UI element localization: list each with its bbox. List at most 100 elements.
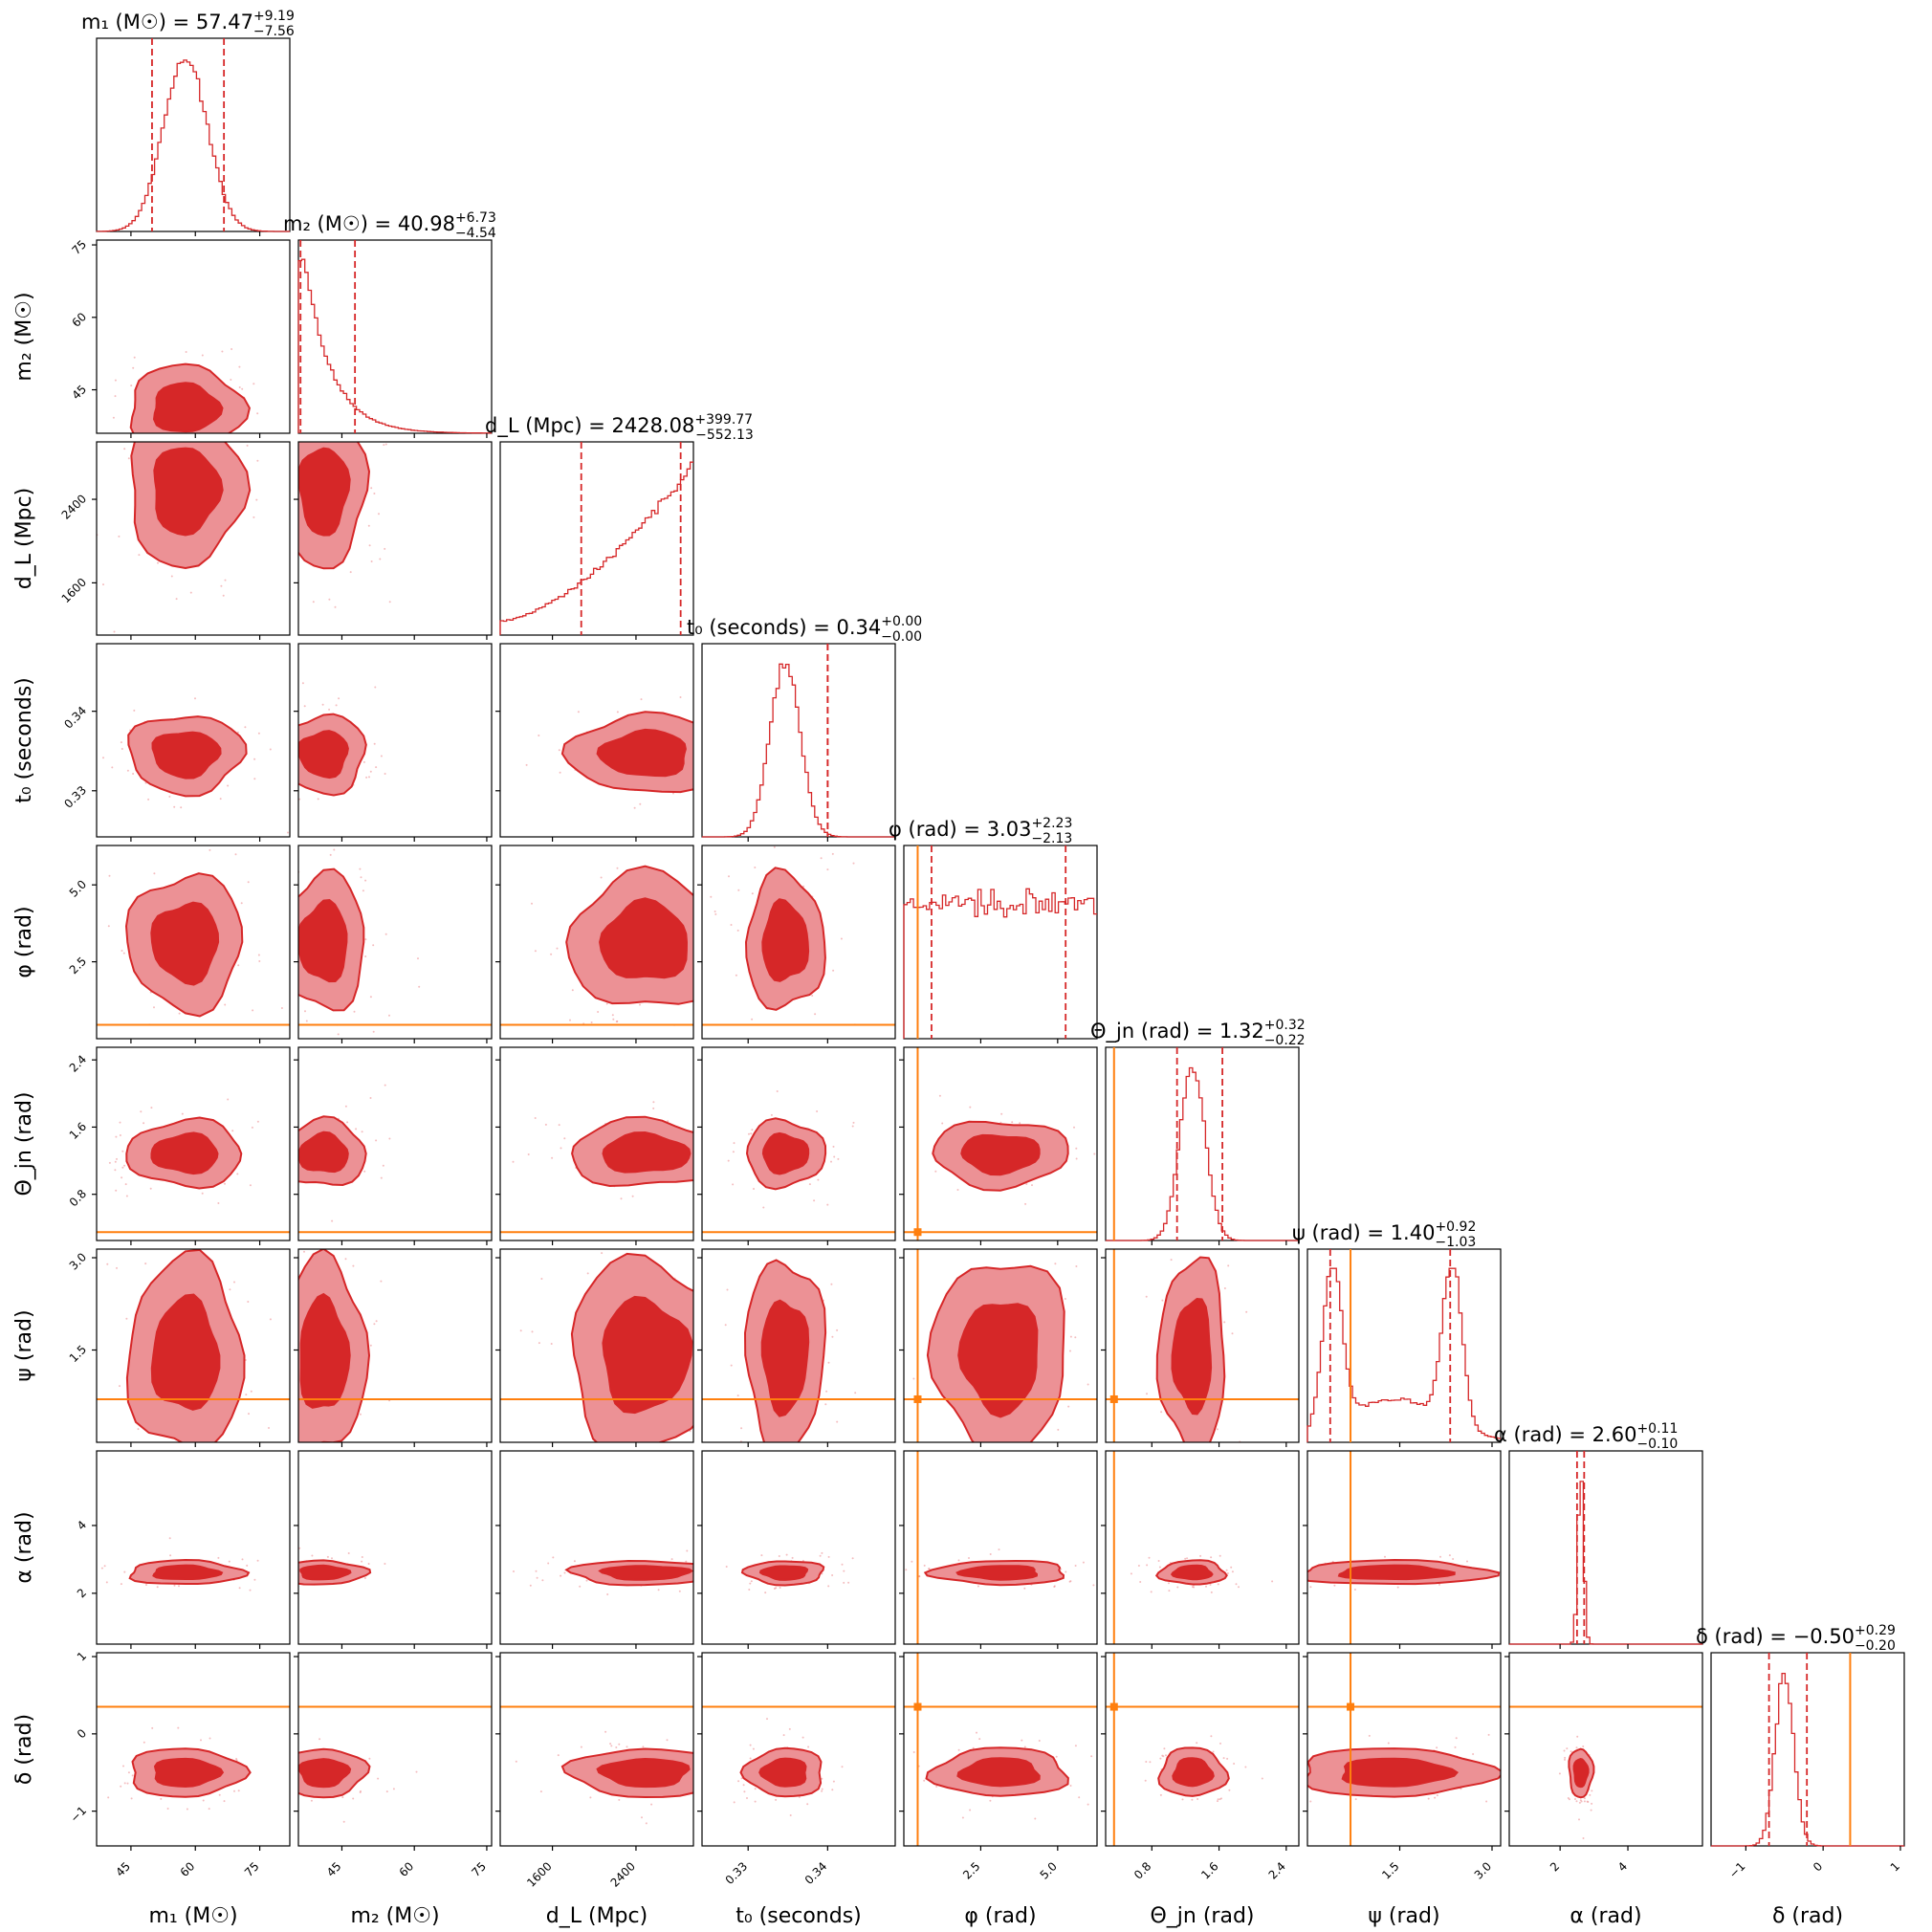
density-panel-alpha-vs-theta — [1105, 1450, 1300, 1645]
sample-point — [775, 1798, 778, 1801]
contour — [596, 1757, 691, 1789]
sample-point — [1145, 1761, 1148, 1763]
sample-point — [95, 767, 97, 769]
sample-point — [317, 832, 318, 834]
sample-point — [266, 1567, 268, 1569]
contour — [598, 1565, 693, 1581]
density-panel-psi-vs-t0 — [701, 1248, 896, 1443]
sample-point — [979, 1453, 981, 1455]
x-tick-label: 3.0 — [1472, 1859, 1494, 1881]
sample-point — [126, 455, 128, 457]
sample-point — [337, 1033, 340, 1036]
sample-point — [1209, 1443, 1211, 1445]
sample-point — [227, 1098, 230, 1101]
sample-point — [247, 881, 250, 884]
sample-point — [384, 1084, 386, 1087]
sample-point — [821, 1551, 823, 1554]
sample-point — [711, 1221, 713, 1223]
sample-point — [298, 1547, 301, 1549]
histogram — [1306, 1267, 1501, 1442]
sample-point — [1225, 1569, 1228, 1571]
contour — [298, 1131, 349, 1174]
sample-point — [124, 1183, 127, 1186]
sample-point — [316, 1052, 318, 1054]
y-tick-label: 2400 — [59, 492, 89, 521]
sample-point — [611, 1014, 614, 1017]
sample-point — [719, 839, 721, 841]
sample-point — [1466, 1560, 1468, 1563]
sample-point — [1216, 1428, 1218, 1431]
sample-point — [1069, 1335, 1072, 1338]
sample-point — [1436, 1746, 1438, 1749]
x-tick-label: −1 — [1726, 1859, 1747, 1880]
sample-point — [1161, 1299, 1164, 1302]
sample-point — [1487, 1733, 1490, 1736]
sample-point — [222, 594, 225, 597]
sample-point — [369, 770, 372, 773]
sample-point — [331, 1557, 333, 1560]
param-title: t₀ (seconds) = 0.34+0.00 −0.00 — [687, 614, 922, 645]
sample-point — [279, 1556, 281, 1558]
sample-point — [251, 1126, 253, 1129]
sample-point — [1185, 1069, 1187, 1071]
sample-point — [236, 1173, 239, 1175]
sample-point — [284, 881, 286, 883]
sample-point — [519, 1329, 522, 1332]
sample-point — [144, 1504, 146, 1506]
sample-point — [821, 1788, 823, 1790]
sample-point — [284, 715, 286, 717]
sample-point — [736, 929, 739, 932]
sample-point — [1302, 1796, 1304, 1798]
sample-point — [923, 1779, 926, 1782]
x-tick-label: 1.5 — [1379, 1859, 1401, 1881]
sample-point — [361, 1560, 363, 1563]
sample-point — [1578, 1818, 1580, 1821]
sample-point — [1436, 1794, 1438, 1797]
sample-point — [754, 1128, 756, 1130]
sample-point — [825, 1291, 827, 1293]
sample-point — [233, 1281, 235, 1284]
sample-point — [1130, 1572, 1132, 1575]
sample-point — [732, 876, 734, 878]
sample-point — [367, 1563, 370, 1565]
sample-point — [227, 784, 230, 787]
sample-point — [257, 954, 260, 956]
sample-point — [296, 1572, 297, 1574]
sample-point — [370, 487, 373, 490]
sample-point — [375, 766, 378, 769]
sample-point — [1144, 1779, 1147, 1782]
sample-point — [388, 1014, 390, 1017]
sample-point — [287, 831, 289, 834]
sample-point — [601, 1252, 604, 1255]
sample-point — [833, 1155, 836, 1158]
sample-point — [156, 1586, 159, 1589]
sample-point — [102, 757, 104, 759]
sample-point — [285, 1276, 287, 1278]
sample-point — [1087, 1383, 1089, 1386]
sample-point — [722, 1101, 724, 1103]
sample-point — [252, 1009, 254, 1012]
sample-point — [293, 1337, 295, 1339]
sample-point — [103, 1565, 106, 1568]
sample-point — [114, 1160, 117, 1163]
sample-point — [284, 1409, 286, 1411]
sample-point — [149, 1202, 151, 1204]
sample-point — [729, 928, 731, 930]
sample-point — [1145, 1295, 1148, 1298]
sample-point — [194, 697, 196, 700]
density-panel-psi-vs-theta — [1105, 1069, 1300, 1445]
sample-point — [360, 1789, 362, 1792]
sample-point — [277, 1157, 279, 1159]
sample-point — [251, 1408, 252, 1410]
sample-point — [169, 846, 171, 848]
panel-frame — [96, 1450, 291, 1645]
sample-point — [973, 1445, 975, 1447]
histogram — [1711, 1672, 1904, 1847]
sample-point — [296, 1788, 297, 1789]
sample-point — [832, 969, 835, 972]
panel-frame — [96, 845, 291, 1040]
y-axis-label-alpha: α (rad) — [12, 1511, 36, 1583]
sample-point — [218, 1793, 221, 1796]
param-title: m₁ (M☉) = 57.47+9.19 −7.56 — [81, 9, 295, 39]
sample-point — [294, 757, 296, 759]
